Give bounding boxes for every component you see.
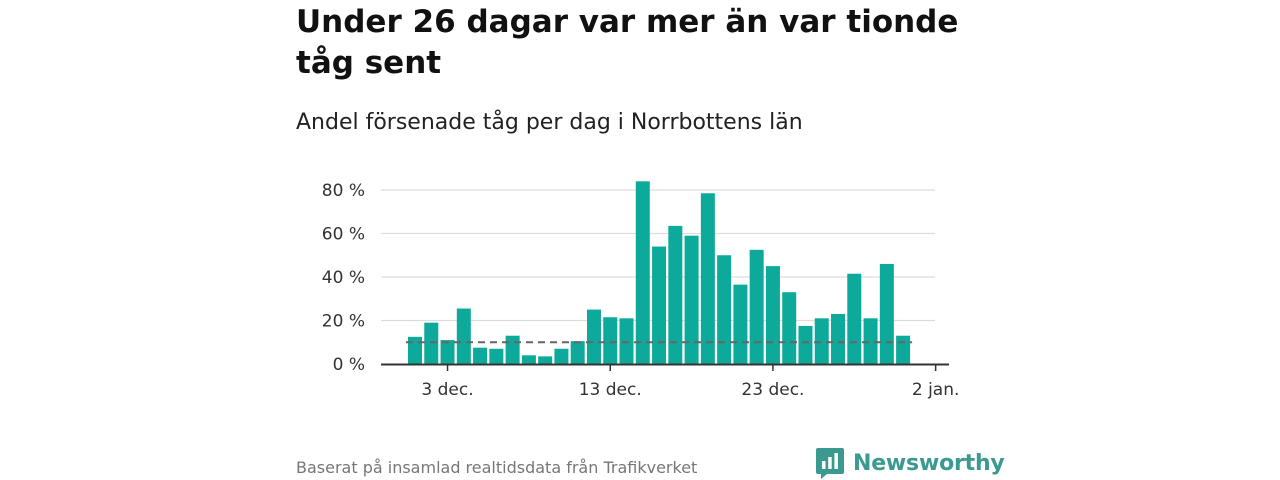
bar xyxy=(473,347,488,364)
bar xyxy=(831,313,846,364)
x-axis-labels: 3 dec. 13 dec. 23 dec. 2 jan. xyxy=(421,380,959,400)
bar xyxy=(847,273,862,364)
bar xyxy=(896,335,911,364)
bar xyxy=(554,348,569,364)
bar xyxy=(700,193,715,364)
x-tick-label: 2 jan. xyxy=(912,380,960,400)
bar xyxy=(538,356,553,364)
x-tick-label: 23 dec. xyxy=(741,380,804,400)
bar xyxy=(619,318,634,364)
y-tick-label: 0 % xyxy=(333,355,365,375)
bar xyxy=(521,355,536,364)
newsworthy-logo-icon xyxy=(816,448,844,479)
bar xyxy=(879,263,894,364)
bar xyxy=(408,336,422,364)
bar-chart: 0 % 20 % 40 % 60 % 80 % 3 dec. 13 dec. 23 dec.… xyxy=(322,181,960,400)
bar xyxy=(863,318,878,364)
y-tick-label: 60 % xyxy=(322,225,365,245)
x-tick-label: 3 dec. xyxy=(421,380,473,400)
bar xyxy=(489,348,504,364)
bar xyxy=(717,255,732,364)
bar xyxy=(440,340,455,364)
bar xyxy=(424,322,439,364)
bar xyxy=(765,266,780,364)
bar xyxy=(603,317,618,364)
bar xyxy=(570,341,585,364)
bar xyxy=(456,308,471,364)
bar xyxy=(684,235,699,364)
brand-logo: Newsworthy xyxy=(815,446,1005,480)
chart-card: Under 26 dagar var mer än var tionde tåg… xyxy=(296,0,1005,480)
y-axis-labels: 0 % 20 % 40 % 60 % 80 % xyxy=(322,181,365,375)
bar xyxy=(749,249,764,364)
bar xyxy=(814,318,829,364)
bar xyxy=(668,225,683,364)
bars xyxy=(408,181,911,364)
bar xyxy=(782,292,797,364)
chart-subtitle: Andel försenade tåg per dag i Norrbotten… xyxy=(296,110,803,135)
bar xyxy=(652,246,667,364)
brand-name: Newsworthy xyxy=(853,450,1005,476)
source-note: Baserat på insamlad realtidsdata från Tr… xyxy=(296,458,698,477)
bar xyxy=(505,335,520,364)
y-tick-label: 80 % xyxy=(322,181,365,201)
chart-title: Under 26 dagar var mer än var tionde tåg… xyxy=(296,4,959,81)
y-tick-label: 20 % xyxy=(322,312,365,332)
y-tick-label: 40 % xyxy=(322,268,365,288)
bar xyxy=(635,181,650,364)
bar xyxy=(733,284,748,364)
x-axis xyxy=(381,363,949,371)
x-tick-label: 13 dec. xyxy=(579,380,642,400)
bar xyxy=(798,325,813,364)
bar xyxy=(586,309,601,364)
